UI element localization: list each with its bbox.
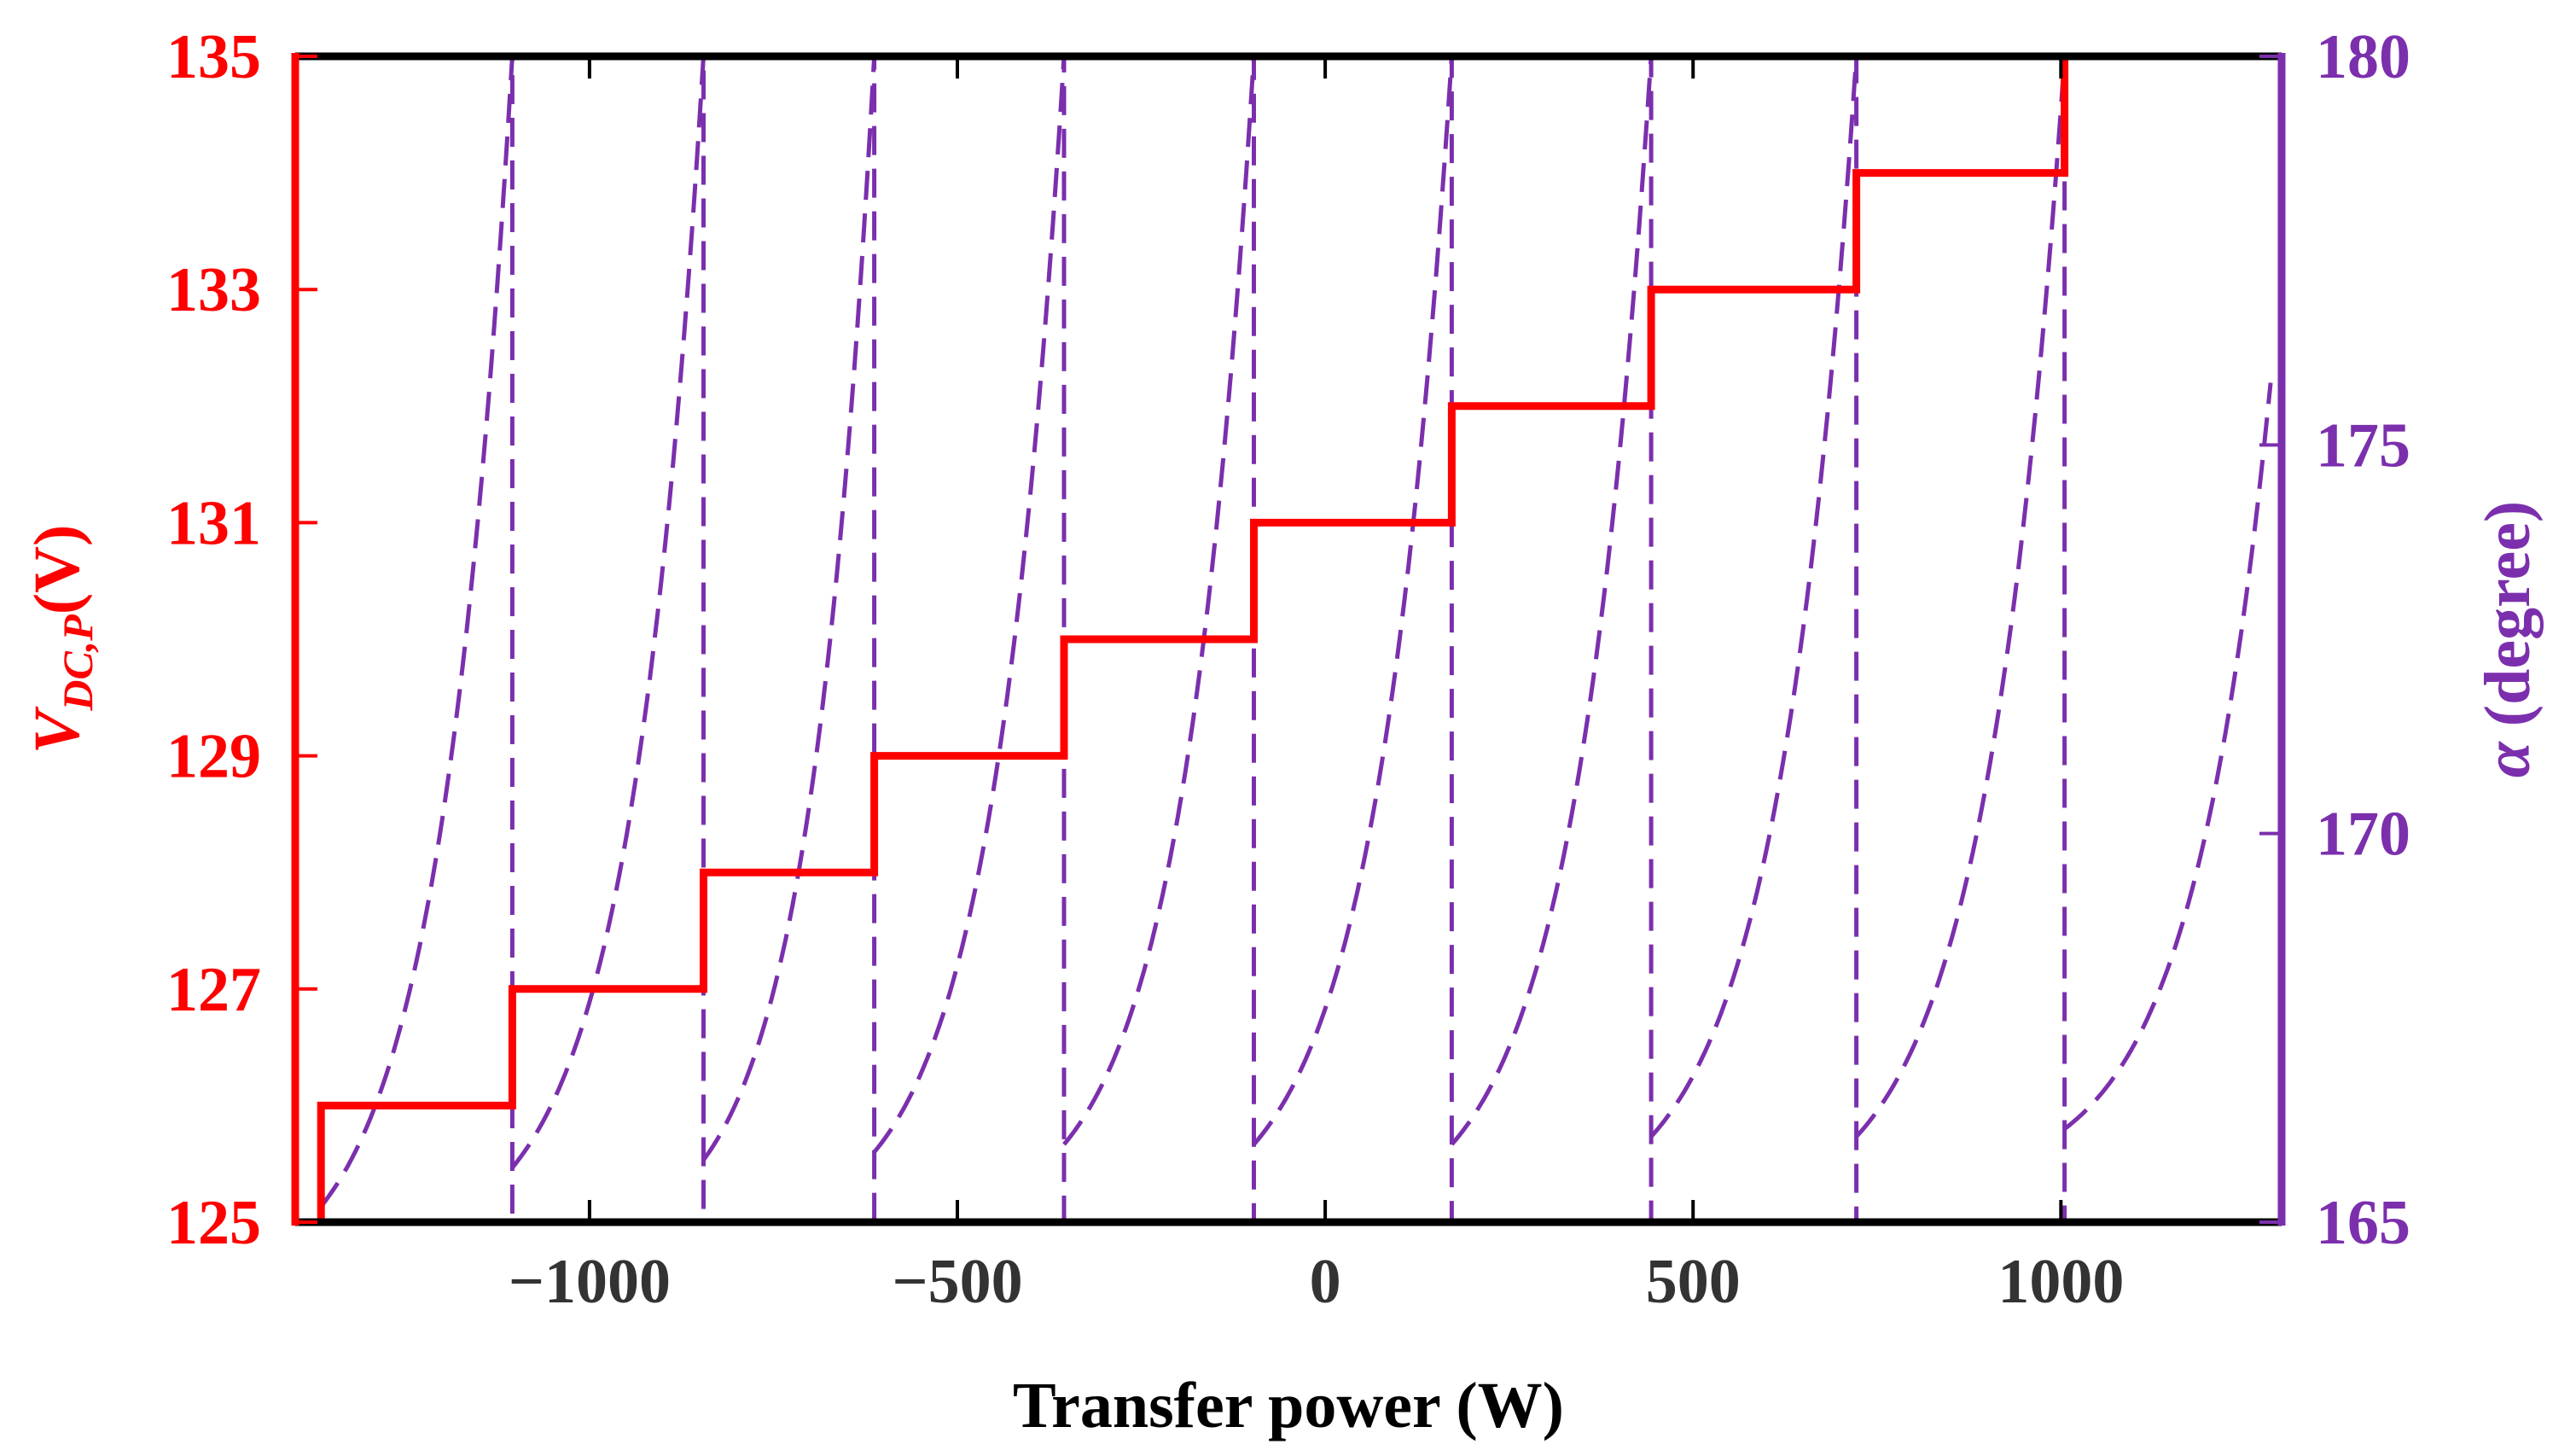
alpha-segment-6 xyxy=(1252,55,1454,1222)
y-right-tick-label: 180 xyxy=(2316,22,2410,92)
y-left-tick-label: 127 xyxy=(166,955,261,1025)
plot-frame xyxy=(291,52,2286,1226)
alpha-segment-4 xyxy=(872,55,1067,1222)
x-tick-label: −1000 xyxy=(509,1247,671,1317)
alpha-segment-9 xyxy=(1854,55,2067,1222)
alpha-segment-1 xyxy=(319,55,515,1222)
alpha-segment-2 xyxy=(510,55,706,1222)
y-left-tick-label: 133 xyxy=(166,255,261,325)
y-left-tick-label: 129 xyxy=(166,722,261,792)
alpha-segment-3 xyxy=(701,55,877,1222)
y-left-title-main: V xyxy=(21,706,93,754)
y-left-tick-label: 131 xyxy=(166,488,261,558)
x-axis-title: Transfer power (W) xyxy=(1013,1370,1564,1441)
y-left-tick-label: 135 xyxy=(166,22,261,92)
x-tick-label: 1000 xyxy=(1997,1247,2124,1317)
y-left-title-subscript: DC,P xyxy=(54,614,102,712)
y-left-tick-label: 125 xyxy=(166,1188,261,1258)
y-right-tick-label: 170 xyxy=(2316,800,2410,870)
alpha-segment-10 xyxy=(2063,382,2273,1131)
y-left-title-unit: (V) xyxy=(21,525,93,615)
alpha-segment-7 xyxy=(1450,55,1654,1222)
y-right-title-unit: (degree) xyxy=(2472,501,2544,726)
alpha-segment-5 xyxy=(1062,55,1256,1222)
y-right-axis-title: α (degree) xyxy=(2472,501,2544,778)
y-right-tick-label: 165 xyxy=(2316,1188,2410,1258)
x-tick-label: 500 xyxy=(1646,1247,1741,1317)
y-right-tick-label: 175 xyxy=(2316,411,2410,480)
alpha-segment-8 xyxy=(1649,55,1859,1222)
plot-area xyxy=(295,53,2273,1226)
x-tick-label: −500 xyxy=(892,1247,1022,1317)
y-left-axis-title: VDC,P(V) xyxy=(21,525,102,754)
axis-labels: −1000 −500 0 500 1000 125 127 129 131 133 135 165 17… xyxy=(21,22,2544,1441)
x-tick-label: 0 xyxy=(1310,1247,1341,1317)
vdcp-step-line xyxy=(295,53,2271,1226)
axis-ticks xyxy=(295,55,2282,1224)
y-right-title-symbol: α xyxy=(2472,740,2544,778)
